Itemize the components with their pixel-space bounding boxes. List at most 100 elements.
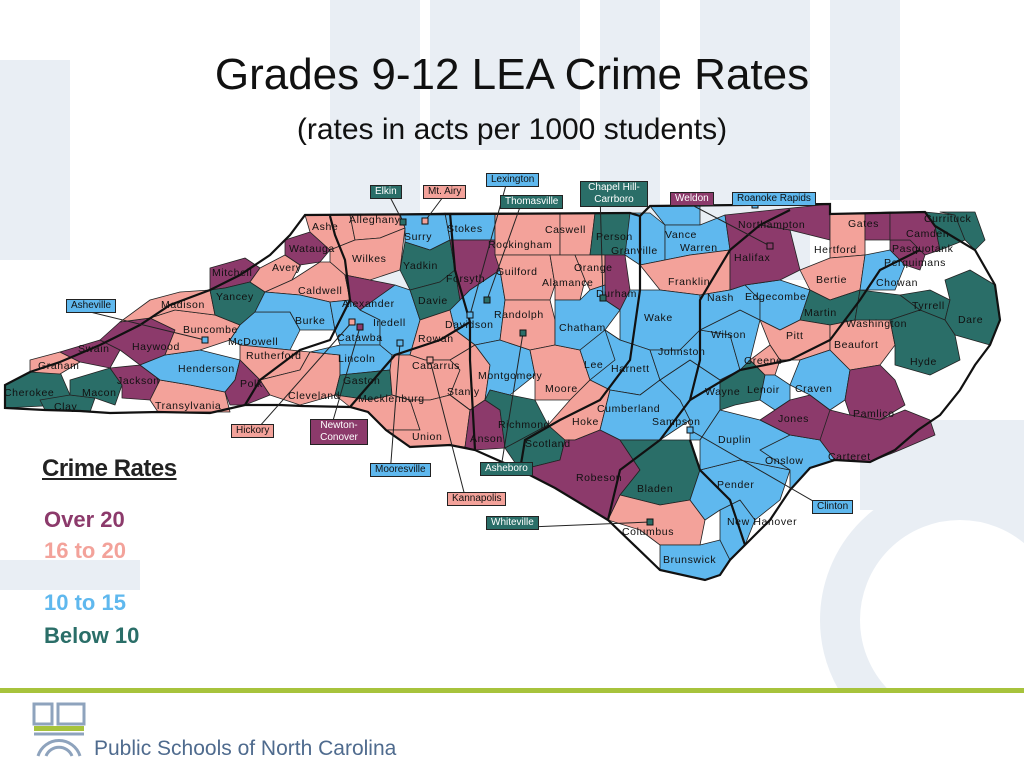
county-label-washington: Washington	[846, 318, 907, 330]
county-label-mcdowell: McDowell	[228, 336, 278, 348]
county-label-sampson: Sampson	[652, 416, 701, 428]
footer-divider	[0, 688, 1024, 693]
county-randolph	[499, 299, 556, 351]
county-label-stanly: Stanly	[447, 386, 480, 398]
county-label-bladen: Bladen	[637, 483, 673, 495]
city-connector	[599, 192, 604, 299]
county-label-caswell: Caswell	[545, 224, 586, 236]
city-marker	[599, 294, 607, 302]
city-label-hickory: Hickory	[231, 424, 275, 438]
county-hyde	[889, 309, 961, 376]
city-marker	[356, 323, 364, 331]
county-label-guilford: Guilford	[496, 266, 538, 278]
city-label-asheboro: Asheboro	[480, 462, 533, 476]
county-label-surry: Surry	[404, 231, 432, 243]
county-label-jones: Jones	[778, 413, 809, 425]
county-label-brunswick: Brunswick	[663, 554, 716, 566]
county-label-granville: Granville	[611, 245, 658, 257]
county-label-person: Person	[596, 231, 633, 243]
county-label-scotland: Scotland	[525, 438, 571, 450]
county-label-transylvania: Transylvania	[155, 400, 221, 412]
city-label-mt-airy: Mt. Airy	[423, 185, 467, 199]
county-label-pitt: Pitt	[786, 330, 804, 342]
city-connector	[429, 359, 468, 505]
legend-below-10: Below 10	[44, 623, 140, 648]
county-label-wayne: Wayne	[705, 386, 740, 398]
legend-title: Crime Rates	[42, 455, 177, 482]
city-marker	[421, 217, 429, 225]
city-label-newton-conover: Newton-Conover	[310, 419, 368, 445]
county-label-columbus: Columbus	[622, 526, 674, 538]
county-label-beaufort: Beaufort	[834, 339, 879, 351]
county-label-wilkes: Wilkes	[352, 253, 387, 265]
county-label-mitchell: Mitchell	[212, 267, 252, 279]
county-label-hertford: Hertford	[814, 244, 857, 256]
city-connector	[85, 310, 206, 341]
county-label-pender: Pender	[717, 479, 754, 491]
city-marker	[646, 518, 654, 526]
city-connector	[499, 332, 524, 475]
city-connector	[486, 206, 521, 301]
county-label-bertie: Bertie	[816, 274, 847, 286]
nc-map: CherokeeClayGrahamSwainMaconJacksonHaywo…	[3, 184, 1002, 582]
county-label-macon: Macon	[82, 387, 117, 399]
county-label-madison: Madison	[161, 299, 205, 311]
county-label-currituck: Currituck	[924, 213, 972, 225]
county-label-lincoln: Lincoln	[338, 353, 375, 365]
county-label-tyrrell: Tyrrell	[912, 300, 945, 312]
county-label-duplin: Duplin	[718, 434, 751, 446]
county-label-caldwell: Caldwell	[298, 285, 342, 297]
county-label-vance: Vance	[665, 229, 697, 241]
county-label-nash: Nash	[707, 292, 734, 304]
legend-10-to-15: 10 to 15	[44, 590, 126, 615]
county-label-mecklenburg: Mecklenburg	[358, 393, 425, 405]
city-label-lexington: Lexington	[486, 173, 540, 187]
city-marker	[348, 318, 356, 326]
county-label-new-hanover: New Hanover	[727, 516, 797, 528]
county-label-gates: Gates	[848, 218, 879, 230]
city-label-thomasville: Thomasville	[500, 195, 564, 209]
county-label-chatham: Chatham	[559, 322, 606, 334]
county-label-hoke: Hoke	[572, 416, 599, 428]
city-marker	[396, 339, 404, 347]
city-connector	[389, 196, 404, 223]
county-label-rockingham: Rockingham	[488, 239, 552, 251]
county-label-cherokee: Cherokee	[4, 387, 54, 399]
county-label-anson: Anson	[470, 433, 503, 445]
county-label-cleveland: Cleveland	[288, 390, 340, 402]
city-marker	[686, 426, 694, 434]
county-label-moore: Moore	[545, 383, 578, 395]
county-label-alexander: Alexander	[342, 298, 395, 310]
county-label-northampton: Northampton	[738, 219, 805, 231]
city-marker	[399, 218, 407, 226]
city-marker	[466, 311, 474, 319]
city-label-whiteville: Whiteville	[486, 516, 539, 530]
county-label-haywood: Haywood	[132, 341, 180, 353]
county-label-franklin: Franklin	[668, 276, 710, 288]
footer-org-name: Public Schools of North Carolina	[94, 737, 397, 760]
county-label-camden: Camden	[906, 228, 949, 240]
county-label-yancey: Yancey	[216, 291, 254, 303]
city-label-mooresville: Mooresville	[370, 463, 431, 477]
county-label-halifax: Halifax	[734, 252, 770, 264]
county-label-montgomery: Montgomery	[478, 370, 543, 382]
county-label-lee: Lee	[584, 359, 603, 371]
city-label-elkin: Elkin	[370, 185, 402, 199]
county-pamlico	[844, 364, 906, 421]
county-label-pasquotank: Pasquotank	[892, 243, 954, 255]
county-label-yadkin: Yadkin	[403, 260, 438, 272]
county-clay	[39, 394, 96, 413]
county-label-davie: Davie	[418, 295, 448, 307]
county-label-randolph: Randolph	[494, 309, 544, 321]
county-label-union: Union	[412, 431, 442, 443]
city-marker	[426, 356, 434, 364]
county-label-dare: Dare	[958, 314, 983, 326]
city-marker	[519, 329, 527, 337]
county-label-wake: Wake	[644, 312, 673, 324]
county-label-edgecombe: Edgecombe	[745, 291, 806, 303]
county-label-richmond: Richmond	[498, 419, 550, 431]
legend-16-to-20: 16 to 20	[44, 538, 126, 563]
legend-over-20: Over 20	[44, 507, 125, 532]
city-connector	[689, 203, 771, 247]
city-label-clinton: Clinton	[812, 500, 854, 514]
